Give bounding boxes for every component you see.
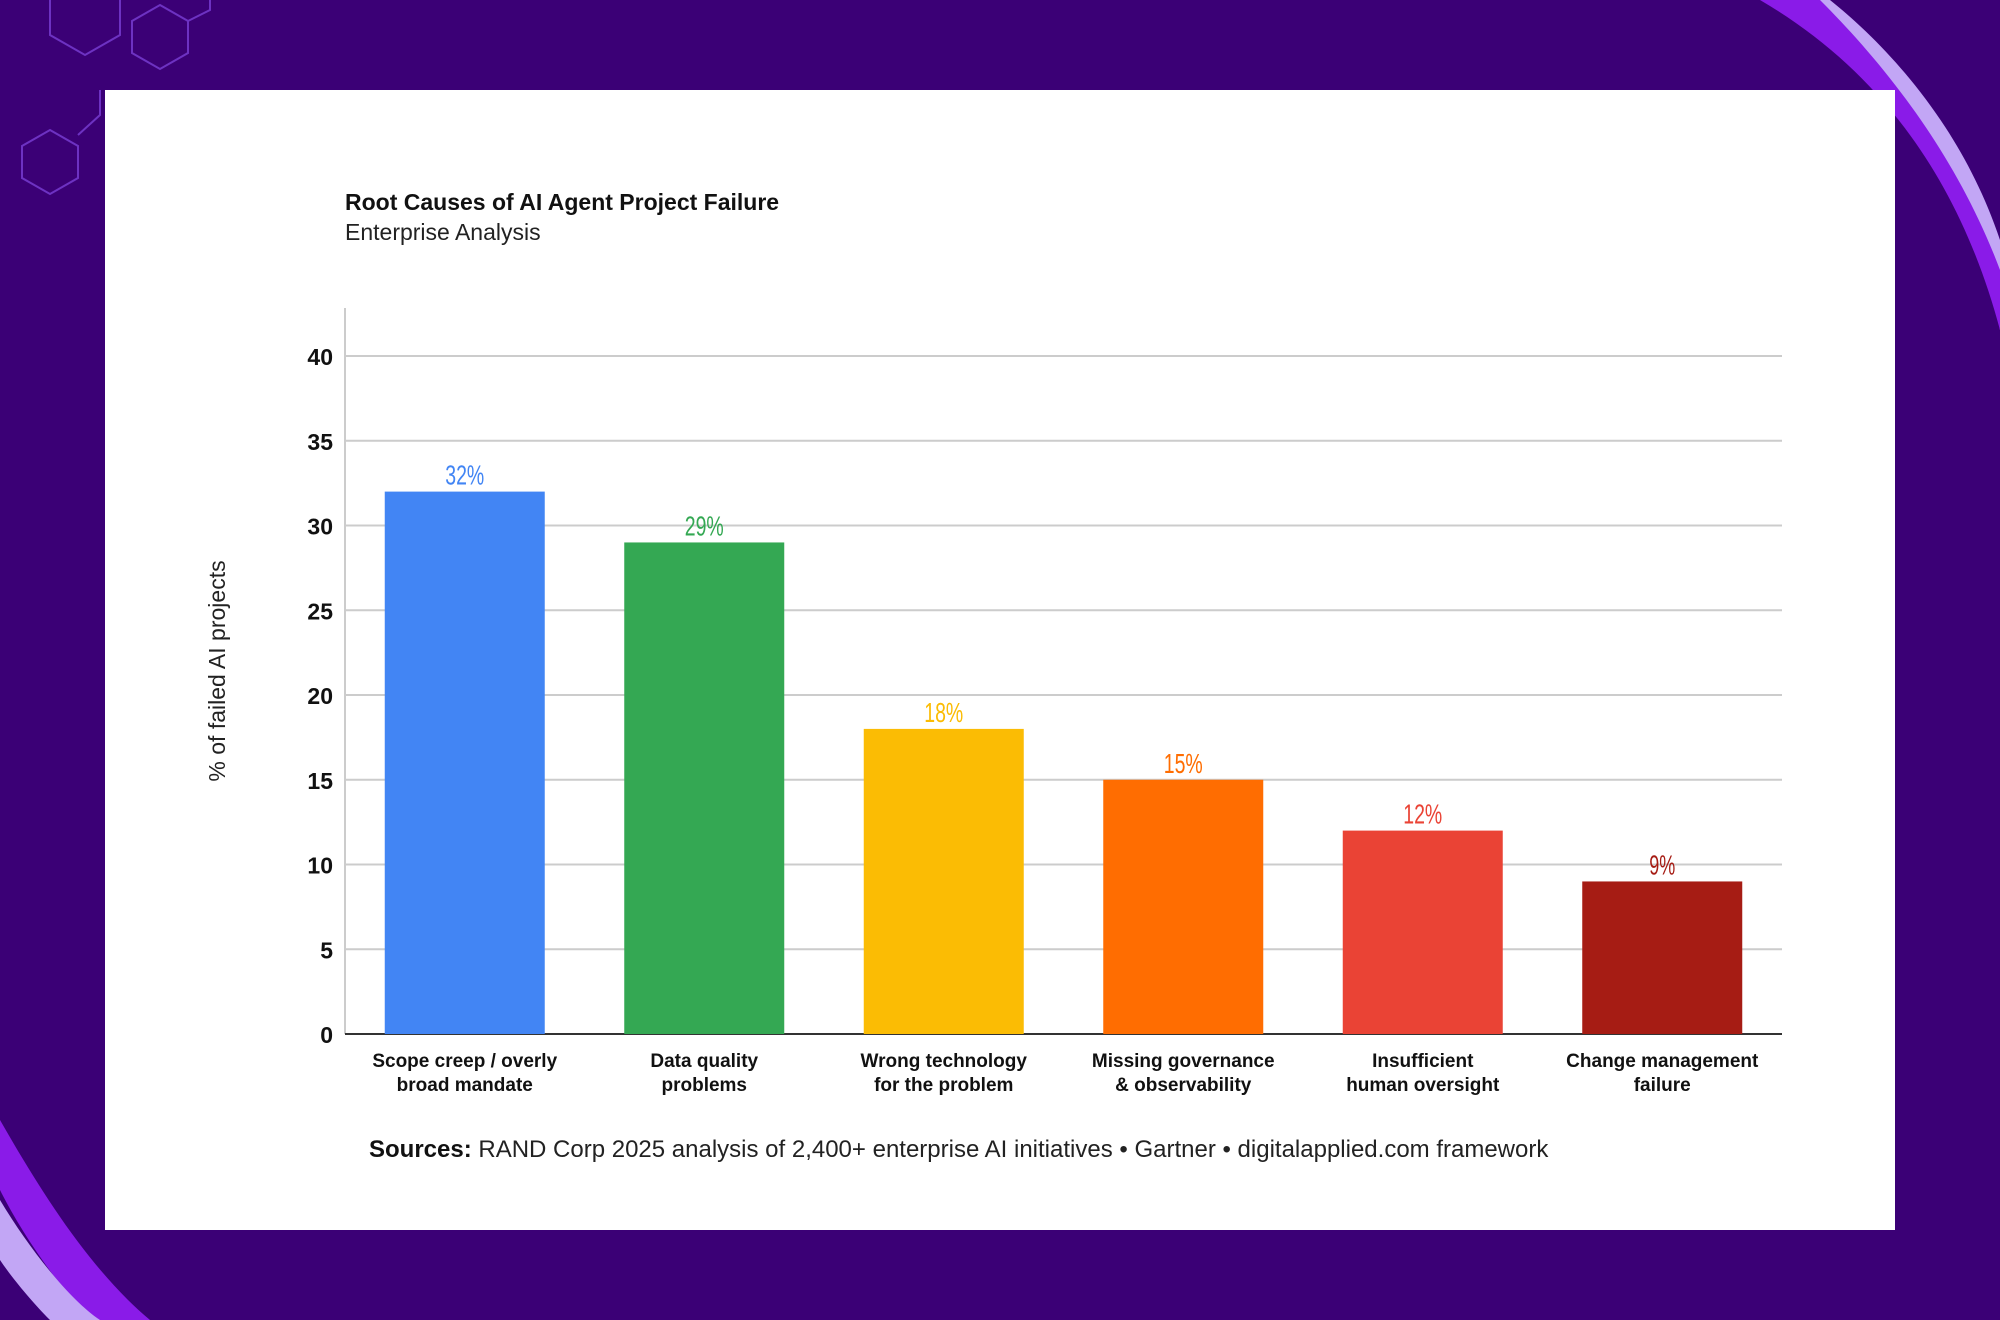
chart-title: Root Causes of AI Agent Project Failure — [345, 189, 780, 215]
bar-value-label: 9% — [1649, 849, 1675, 880]
y-tick-label: 0 — [320, 1022, 333, 1048]
sources-footnote: Sources: RAND Corp 2025 analysis of 2,40… — [369, 1136, 1548, 1164]
x-category-label: Insufficient — [1372, 1051, 1474, 1072]
bar — [1103, 779, 1264, 1034]
y-tick-label: 20 — [307, 683, 333, 709]
y-tick-label: 15 — [307, 768, 333, 794]
x-category-label: & observability — [1115, 1075, 1252, 1096]
bar-value-label: 32% — [445, 460, 484, 491]
y-tick-label: 5 — [320, 937, 333, 963]
y-tick-label: 25 — [307, 598, 333, 624]
x-category-label: Change management — [1566, 1051, 1759, 1072]
bar-value-label: 15% — [1164, 748, 1203, 779]
bar-value-label: 29% — [685, 510, 724, 541]
y-tick-label: 10 — [307, 853, 333, 879]
bar — [624, 542, 785, 1034]
bar — [384, 491, 545, 1035]
x-category-label: problems — [661, 1075, 747, 1096]
bar — [1582, 881, 1743, 1034]
x-category-label: Scope creep / overly — [372, 1051, 557, 1072]
x-category-label: failure — [1634, 1075, 1691, 1096]
x-category-label: human oversight — [1346, 1075, 1500, 1096]
bar-value-label: 12% — [1403, 799, 1442, 830]
bar-value-label: 18% — [924, 697, 963, 728]
chart-subtitle: Enterprise Analysis — [345, 219, 541, 245]
y-tick-label: 30 — [307, 514, 333, 540]
y-axis-title: % of failed AI projects — [204, 560, 230, 781]
y-tick-label: 40 — [307, 344, 333, 370]
x-category-label: for the problem — [874, 1075, 1013, 1096]
y-tick-label: 35 — [307, 429, 333, 455]
x-category-label: Missing governance — [1092, 1051, 1275, 1072]
x-category-label: broad mandate — [397, 1075, 533, 1096]
x-category-label: Wrong technology — [861, 1051, 1028, 1072]
bar — [863, 728, 1024, 1034]
x-category-label: Data quality — [650, 1051, 758, 1072]
sources-text: RAND Corp 2025 analysis of 2,400+ enterp… — [471, 1136, 1549, 1163]
bar — [1342, 830, 1503, 1034]
sources-label: Sources: — [369, 1136, 472, 1163]
